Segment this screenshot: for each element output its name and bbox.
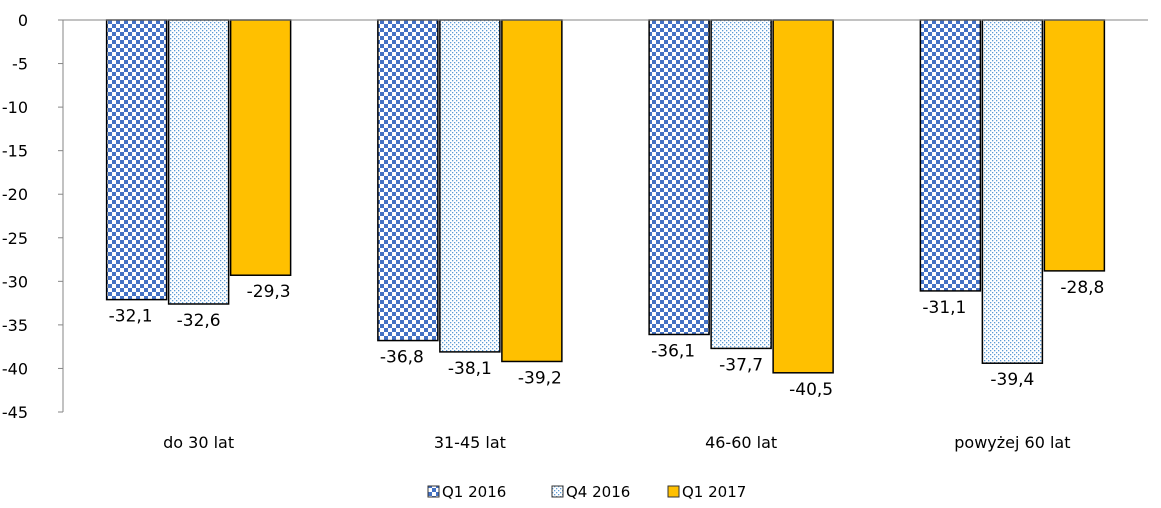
y-tick-label: -45 — [2, 403, 28, 422]
x-category-label: powyżej 60 lat — [954, 433, 1070, 452]
bar — [982, 20, 1042, 363]
data-label: -36,8 — [380, 348, 424, 368]
y-tick-label: -40 — [2, 359, 28, 378]
x-category-label: do 30 lat — [163, 433, 234, 452]
bar — [920, 20, 980, 291]
bar — [107, 20, 167, 300]
data-label: -28,8 — [1060, 278, 1104, 298]
data-label: -32,1 — [109, 307, 153, 327]
y-axis: 0 -5 -10 -15 -20 -25 -30 -35 -40 -45 — [2, 11, 63, 422]
y-tick-label: 0 — [18, 11, 28, 30]
bar — [231, 20, 291, 275]
bars — [107, 20, 1105, 373]
data-label: -38,1 — [448, 359, 492, 379]
y-tick-label: -10 — [2, 98, 28, 117]
y-tick-label: -15 — [2, 142, 28, 161]
y-tick-label: -30 — [2, 272, 28, 291]
data-label: -40,5 — [789, 380, 833, 400]
bar — [773, 20, 833, 373]
legend-swatch — [668, 486, 679, 497]
data-label: -36,1 — [651, 341, 695, 361]
y-tick-label: -20 — [2, 185, 28, 204]
bar — [1044, 20, 1104, 271]
legend-swatch — [428, 486, 439, 497]
legend-label: Q1 2016 — [442, 483, 506, 501]
legend-label: Q1 2017 — [682, 483, 746, 501]
y-tick-label: -35 — [2, 316, 28, 335]
bar — [649, 20, 709, 334]
data-label: -39,4 — [990, 370, 1034, 390]
legend-swatch — [552, 486, 563, 497]
bar — [502, 20, 562, 361]
bar — [169, 20, 229, 304]
y-tick-label: -25 — [2, 229, 28, 248]
y-tick-label: -5 — [12, 55, 28, 74]
bar — [711, 20, 771, 348]
bar — [440, 20, 500, 352]
data-label: -32,6 — [177, 311, 221, 331]
x-category-label: 31-45 lat — [434, 433, 506, 452]
data-label: -29,3 — [247, 282, 291, 302]
legend: Q1 2016 Q4 2016 Q1 2017 — [428, 483, 746, 501]
data-labels: -32,1 -32,6 -29,3 -36,8 -38,1 -39,2 -36,1 -37,7… — [109, 278, 1105, 400]
data-label: -31,1 — [922, 298, 966, 318]
legend-label: Q4 2016 — [566, 483, 630, 501]
x-category-label: 46-60 lat — [705, 433, 777, 452]
data-label: -39,2 — [518, 368, 562, 388]
data-label: -37,7 — [719, 355, 763, 375]
bar — [378, 20, 438, 341]
